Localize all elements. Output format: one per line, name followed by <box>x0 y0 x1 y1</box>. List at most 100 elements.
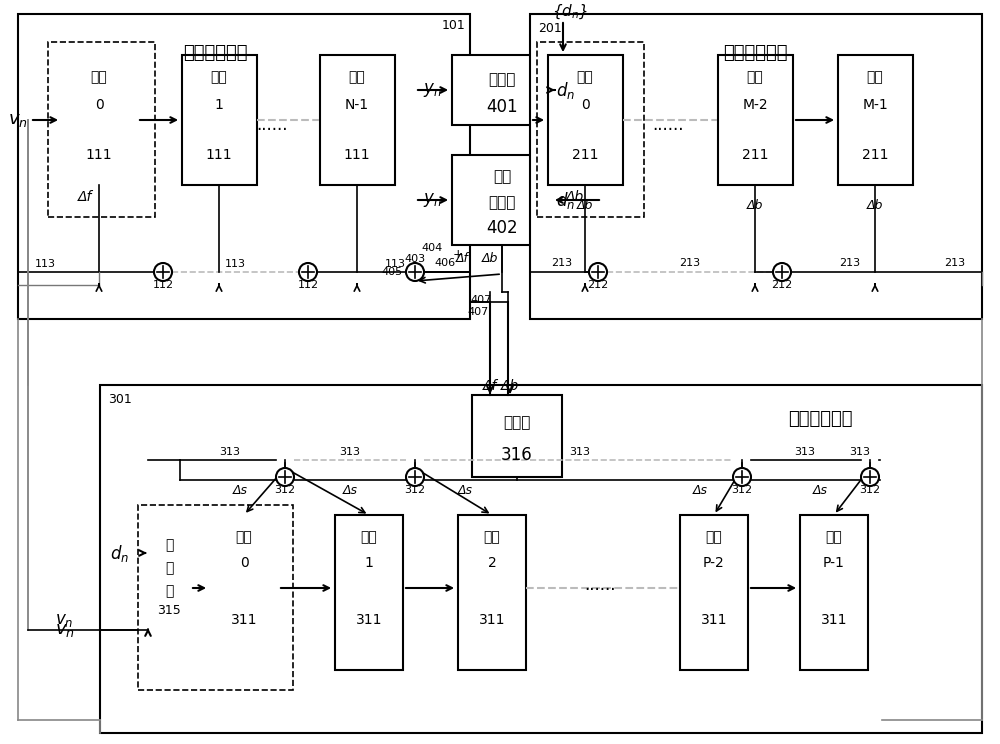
Text: 407: 407 <box>470 295 491 305</box>
Circle shape <box>733 468 751 486</box>
Bar <box>530 14 982 319</box>
Bar <box>548 55 623 185</box>
Circle shape <box>773 263 791 281</box>
Text: 311: 311 <box>821 613 847 627</box>
Text: Δb: Δb <box>867 199 883 211</box>
Text: 311: 311 <box>231 613 257 627</box>
Text: 误差: 误差 <box>493 170 511 185</box>
Text: 213: 213 <box>944 258 966 268</box>
Text: P-2: P-2 <box>703 556 725 570</box>
Text: 311: 311 <box>356 613 382 627</box>
Circle shape <box>406 263 424 281</box>
Text: 212: 212 <box>587 280 609 290</box>
Text: 406: 406 <box>434 258 456 268</box>
Text: Δb: Δb <box>577 199 593 211</box>
Text: 单元: 单元 <box>706 530 722 544</box>
Text: 405: 405 <box>382 267 403 277</box>
Text: Δs: Δs <box>692 484 708 496</box>
Text: 404: 404 <box>422 243 443 253</box>
Bar <box>138 505 293 690</box>
Text: 单元: 单元 <box>361 530 377 544</box>
Text: Δs: Δs <box>343 484 358 496</box>
Text: M-2: M-2 <box>742 98 768 112</box>
Text: 单元: 单元 <box>747 70 763 84</box>
Text: 211: 211 <box>862 148 888 162</box>
Circle shape <box>276 468 294 486</box>
Bar <box>48 42 155 217</box>
Text: 112: 112 <box>297 280 319 290</box>
Text: 403: 403 <box>404 254 426 264</box>
Text: 后向均衡器组: 后向均衡器组 <box>723 44 787 62</box>
Text: 312: 312 <box>274 485 296 495</box>
Text: 单元: 单元 <box>826 530 842 544</box>
Text: ......: ...... <box>652 116 684 134</box>
Text: $y_n$: $y_n$ <box>423 191 442 209</box>
Text: 312: 312 <box>859 485 881 495</box>
Text: 0: 0 <box>240 556 248 570</box>
Text: 212: 212 <box>771 280 793 290</box>
Text: Δb: Δb <box>747 199 763 211</box>
Bar <box>452 55 552 125</box>
Text: P-1: P-1 <box>823 556 845 570</box>
Text: $v_n$: $v_n$ <box>55 611 73 629</box>
Bar <box>148 523 190 628</box>
Bar <box>18 14 470 319</box>
Text: $v_n$: $v_n$ <box>55 621 75 639</box>
Bar <box>472 395 562 477</box>
Text: 113: 113 <box>385 259 406 269</box>
Text: Δs: Δs <box>233 484 248 496</box>
Circle shape <box>406 468 424 486</box>
Text: Δs: Δs <box>458 484 473 496</box>
Text: Δb: Δb <box>566 190 584 204</box>
Text: 407: 407 <box>467 307 488 317</box>
Text: 111: 111 <box>206 148 232 162</box>
Text: 313: 313 <box>570 447 590 457</box>
Bar <box>335 515 403 670</box>
Bar <box>458 515 526 670</box>
Text: 313: 313 <box>340 447 361 457</box>
Text: {$d_n$}: {$d_n$} <box>552 3 588 21</box>
Text: 计算器: 计算器 <box>488 196 516 211</box>
Bar <box>182 55 257 185</box>
Text: ......: ...... <box>256 116 288 134</box>
Bar <box>62 55 137 185</box>
Bar <box>680 515 748 670</box>
Text: 1: 1 <box>365 556 373 570</box>
Bar <box>838 55 913 185</box>
Text: 单元: 单元 <box>349 70 365 84</box>
Text: 315: 315 <box>157 604 181 618</box>
Text: 单元: 单元 <box>484 530 500 544</box>
Text: Δf: Δf <box>78 190 92 204</box>
Circle shape <box>299 263 317 281</box>
Text: 制: 制 <box>165 561 173 575</box>
Text: 0: 0 <box>581 98 589 112</box>
Text: 213: 213 <box>679 258 701 268</box>
Text: $d_n$: $d_n$ <box>556 80 575 100</box>
Text: 401: 401 <box>486 98 518 116</box>
Text: 301: 301 <box>108 393 132 406</box>
Text: N-1: N-1 <box>345 98 369 112</box>
Text: M-1: M-1 <box>862 98 888 112</box>
Text: 2: 2 <box>488 556 496 570</box>
Bar <box>210 515 278 670</box>
Text: 313: 313 <box>794 447 816 457</box>
Text: Δb: Δb <box>482 251 498 265</box>
Text: 控制器: 控制器 <box>503 415 531 431</box>
Text: 前向均衡器组: 前向均衡器组 <box>183 44 247 62</box>
Text: 316: 316 <box>501 446 533 464</box>
Text: Δf: Δf <box>456 251 468 265</box>
Circle shape <box>861 468 879 486</box>
Text: Δb: Δb <box>501 379 519 393</box>
Text: 0: 0 <box>95 98 103 112</box>
Text: 单元: 单元 <box>577 70 593 84</box>
Text: 312: 312 <box>404 485 426 495</box>
Bar <box>320 55 395 185</box>
Text: 1: 1 <box>215 98 223 112</box>
Text: 211: 211 <box>572 148 598 162</box>
Text: 101: 101 <box>441 19 465 32</box>
Text: 特殊均衡器组: 特殊均衡器组 <box>788 410 852 428</box>
Text: ......: ...... <box>584 576 616 594</box>
Text: 112: 112 <box>152 280 174 290</box>
Text: Δs: Δs <box>812 484 828 496</box>
Text: 判决器: 判决器 <box>488 72 516 88</box>
